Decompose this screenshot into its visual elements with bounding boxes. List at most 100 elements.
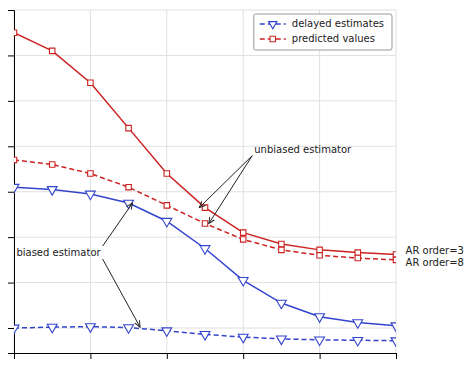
series-line xyxy=(14,327,396,341)
annotation-arrow xyxy=(103,203,133,246)
legend-box xyxy=(254,14,392,50)
grid-line-x xyxy=(243,10,244,353)
series-marker xyxy=(14,325,19,334)
series-marker xyxy=(47,187,57,196)
annotation-arrow xyxy=(209,156,252,224)
series-marker xyxy=(126,125,131,130)
plot-area: unbiased estimator biased estimator AR ord… xyxy=(8,10,464,359)
x-tick xyxy=(243,353,244,359)
grid-line-y xyxy=(14,282,396,283)
grid-line-x xyxy=(90,10,91,353)
x-tick-mark xyxy=(243,353,244,359)
y-tick-mark xyxy=(8,101,14,102)
series-marker xyxy=(14,30,17,35)
series-marker xyxy=(162,328,172,337)
series-marker xyxy=(276,300,286,309)
series-marker xyxy=(126,184,131,189)
series-marker xyxy=(238,277,248,286)
series-marker xyxy=(353,320,363,329)
series-marker xyxy=(202,205,207,210)
legend-item: delayed estimates xyxy=(260,18,384,29)
x-axis xyxy=(15,353,397,359)
series-marker xyxy=(355,250,360,255)
annotation-arrow xyxy=(103,259,140,327)
x-tick-mark xyxy=(396,353,397,359)
grid-line-y xyxy=(14,10,396,11)
series-marker xyxy=(240,237,245,242)
series-marker xyxy=(88,171,93,176)
series-marker xyxy=(202,221,207,226)
data-layer xyxy=(14,30,396,346)
series-marker xyxy=(276,336,286,345)
y-tick xyxy=(8,146,14,147)
series-marker xyxy=(200,246,210,255)
series-marker xyxy=(240,230,245,235)
annotation-text: AR order=3 xyxy=(406,245,464,256)
grid-line-x xyxy=(396,10,397,353)
series-marker xyxy=(317,253,322,258)
series-marker xyxy=(353,337,363,346)
x-tick xyxy=(90,353,91,359)
grid-line-x xyxy=(319,10,320,353)
legend-marker xyxy=(270,36,275,41)
x-tick-mark xyxy=(167,353,168,359)
y-axis-line xyxy=(8,11,15,354)
grid-line-y xyxy=(14,237,396,238)
series-marker xyxy=(315,314,325,323)
y-tick xyxy=(8,101,14,102)
series-marker xyxy=(47,324,57,333)
series-marker xyxy=(49,48,54,53)
series-marker xyxy=(14,157,17,162)
x-tick xyxy=(320,353,321,359)
y-tick-mark xyxy=(8,146,14,147)
legend: delayed estimates predicted values xyxy=(254,14,392,50)
series-marker xyxy=(391,338,396,347)
series-line xyxy=(14,187,396,326)
grid xyxy=(14,10,396,353)
series-marker xyxy=(393,257,396,262)
series-marker xyxy=(200,332,210,341)
series-marker xyxy=(317,247,322,252)
grid-line-x xyxy=(166,10,167,353)
annotation-text: unbiased estimator xyxy=(254,144,352,155)
y-tick-mark xyxy=(8,328,14,329)
y-tick-mark xyxy=(8,192,14,193)
x-tick-mark xyxy=(90,353,91,359)
y-axis xyxy=(8,11,15,354)
series-marker xyxy=(393,252,396,257)
series-marker xyxy=(164,171,169,176)
annotation-text: biased estimator xyxy=(16,247,101,258)
series-marker xyxy=(162,218,172,227)
series-marker xyxy=(85,191,95,200)
x-tick xyxy=(167,353,168,359)
legend-marker xyxy=(269,22,277,29)
annotation-text: AR order=8 xyxy=(406,257,464,268)
series-marker xyxy=(238,334,248,343)
x-axis-line xyxy=(15,354,397,360)
series-marker xyxy=(85,324,95,333)
y-tick xyxy=(8,10,14,11)
x-tick xyxy=(396,353,397,359)
series-marker xyxy=(14,184,19,193)
x-tick-mark xyxy=(320,353,321,359)
y-tick xyxy=(8,192,14,193)
series-line xyxy=(14,160,396,260)
series-line xyxy=(14,33,396,255)
series-marker xyxy=(279,241,284,246)
y-tick-mark xyxy=(8,283,14,284)
grid-line-y xyxy=(14,328,396,329)
y-tick-mark xyxy=(8,10,14,11)
y-tick xyxy=(8,55,14,56)
series-marker xyxy=(164,203,169,208)
series-marker xyxy=(315,337,325,346)
series-marker xyxy=(124,325,134,334)
y-tick xyxy=(8,237,14,238)
y-tick-mark xyxy=(8,237,14,238)
legend-label: delayed estimates xyxy=(292,18,384,29)
chart: unbiased estimator biased estimator AR ord… xyxy=(0,0,474,367)
series-marker xyxy=(88,80,93,85)
legend-label: predicted values xyxy=(292,33,375,44)
y-tick xyxy=(8,328,14,329)
grid-line-y xyxy=(14,55,396,56)
y-tick-mark xyxy=(8,55,14,56)
